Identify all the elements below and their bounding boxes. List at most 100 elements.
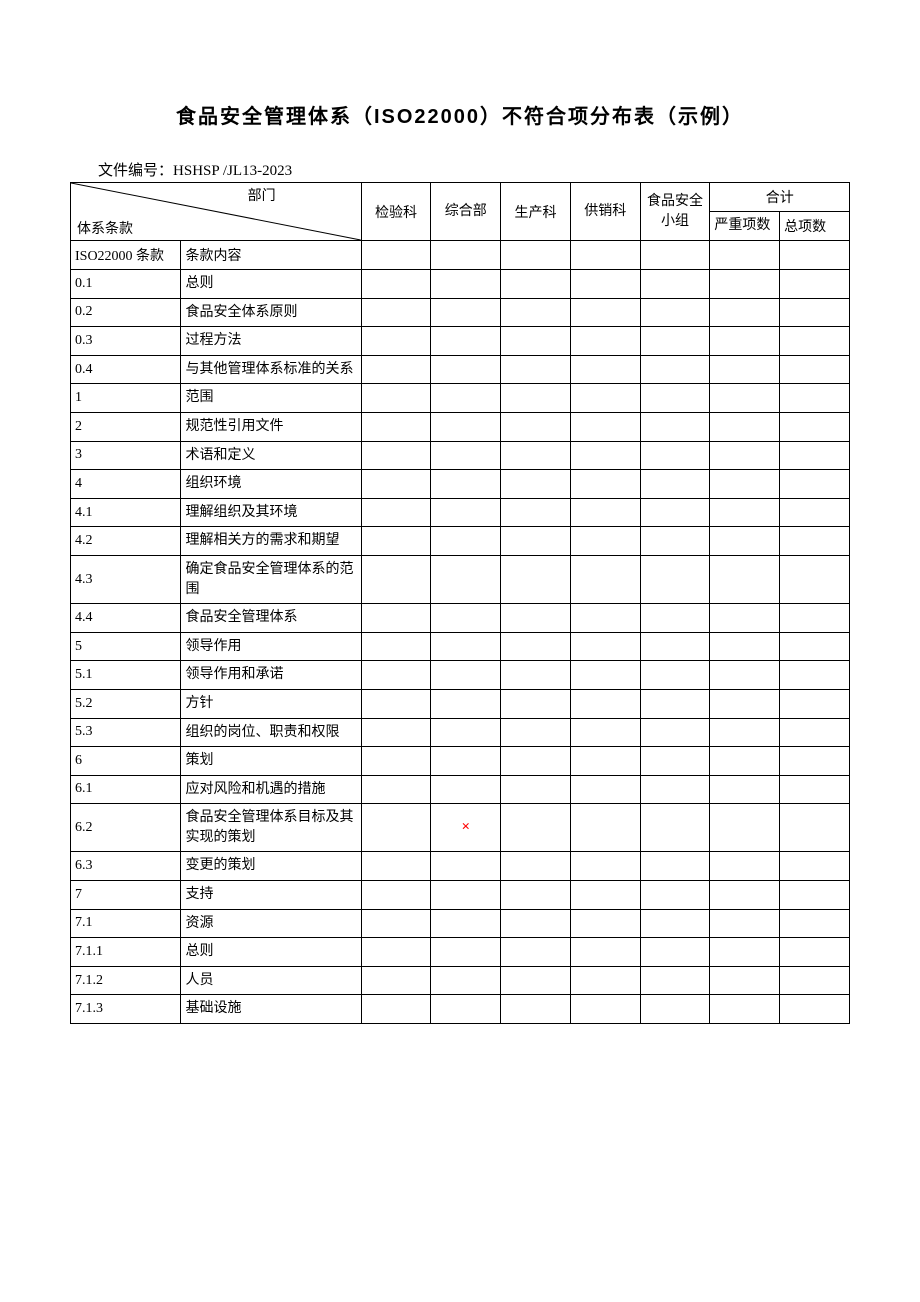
- data-cell: [710, 632, 780, 661]
- data-cell: [640, 632, 710, 661]
- data-cell: [361, 298, 431, 327]
- data-cell: [431, 298, 501, 327]
- data-cell: [570, 995, 640, 1024]
- table-row: 4.2理解相关方的需求和期望: [71, 527, 850, 556]
- data-cell: [710, 327, 780, 356]
- table-row: 0.2食品安全体系原则: [71, 298, 850, 327]
- table-row: 5领导作用: [71, 632, 850, 661]
- data-cell: [640, 689, 710, 718]
- table-row: 2规范性引用文件: [71, 412, 850, 441]
- data-cell: [780, 555, 850, 603]
- data-cell: [361, 470, 431, 499]
- content-cell: 总则: [181, 938, 361, 967]
- data-cell: [780, 804, 850, 852]
- data-cell: [361, 355, 431, 384]
- content-column-header: 条款内容: [181, 241, 361, 270]
- data-cell: [780, 881, 850, 910]
- content-cell: 与其他管理体系标准的关系: [181, 355, 361, 384]
- data-cell: [361, 689, 431, 718]
- clause-cell: 4.1: [71, 498, 181, 527]
- data-cell: [780, 604, 850, 633]
- data-cell: [361, 718, 431, 747]
- data-cell: [780, 298, 850, 327]
- clause-cell: 0.1: [71, 270, 181, 299]
- data-cell: [501, 327, 571, 356]
- data-cell: [780, 718, 850, 747]
- data-cell: [501, 938, 571, 967]
- data-cell: [780, 747, 850, 776]
- clause-cell: 5.1: [71, 661, 181, 690]
- table-row: 6.2食品安全管理体系目标及其实现的策划×: [71, 804, 850, 852]
- data-cell: [501, 747, 571, 776]
- clause-cell: 0.2: [71, 298, 181, 327]
- data-cell: [640, 527, 710, 556]
- cell-empty: [570, 241, 640, 270]
- document-number: 文件编号：HSHSP /JL13-2023: [98, 159, 850, 180]
- table-row: 3术语和定义: [71, 441, 850, 470]
- clause-cell: 7: [71, 881, 181, 910]
- clause-cell: 4.4: [71, 604, 181, 633]
- data-cell: [640, 718, 710, 747]
- data-cell: [780, 661, 850, 690]
- content-cell: 过程方法: [181, 327, 361, 356]
- mark-cell: ×: [431, 804, 501, 852]
- data-cell: [361, 555, 431, 603]
- data-cell: [640, 747, 710, 776]
- data-cell: [361, 604, 431, 633]
- data-cell: [361, 527, 431, 556]
- table-row: 5.3组织的岗位、职责和权限: [71, 718, 850, 747]
- clause-cell: 3: [71, 441, 181, 470]
- data-cell: [431, 881, 501, 910]
- clause-cell: 7.1.3: [71, 995, 181, 1024]
- data-cell: [570, 718, 640, 747]
- data-cell: [570, 852, 640, 881]
- data-cell: [640, 909, 710, 938]
- data-cell: [361, 938, 431, 967]
- content-cell: 总则: [181, 270, 361, 299]
- data-cell: [780, 938, 850, 967]
- cell-empty: [431, 241, 501, 270]
- data-cell: [640, 470, 710, 499]
- cell-empty: [640, 241, 710, 270]
- data-cell: [570, 938, 640, 967]
- nonconformity-table: 部门 体系条款 检验科 综合部 生产科 供销科 食品安全小组 合计 严重项数 总…: [70, 182, 850, 1024]
- content-cell: 方针: [181, 689, 361, 718]
- header-total: 合计: [710, 183, 850, 212]
- table-row: 0.3过程方法: [71, 327, 850, 356]
- data-cell: [570, 298, 640, 327]
- data-cell: [780, 852, 850, 881]
- data-cell: [710, 604, 780, 633]
- data-cell: [431, 470, 501, 499]
- data-cell: [431, 604, 501, 633]
- data-cell: [570, 604, 640, 633]
- clause-cell: 4.3: [71, 555, 181, 603]
- data-cell: [361, 661, 431, 690]
- data-cell: [501, 555, 571, 603]
- table-body: 0.1总则0.2食品安全体系原则0.3过程方法0.4与其他管理体系标准的关系1范…: [71, 270, 850, 1024]
- content-cell: 应对风险和机遇的措施: [181, 775, 361, 804]
- data-cell: [431, 498, 501, 527]
- data-cell: [780, 412, 850, 441]
- content-cell: 策划: [181, 747, 361, 776]
- data-cell: [710, 938, 780, 967]
- data-cell: [710, 384, 780, 413]
- data-cell: [640, 441, 710, 470]
- data-cell: [710, 498, 780, 527]
- clause-column-header: ISO22000 条款: [71, 241, 181, 270]
- data-cell: [570, 270, 640, 299]
- data-cell: [640, 852, 710, 881]
- data-cell: [710, 470, 780, 499]
- data-cell: [361, 747, 431, 776]
- content-cell: 领导作用和承诺: [181, 661, 361, 690]
- content-cell: 规范性引用文件: [181, 412, 361, 441]
- data-cell: [570, 689, 640, 718]
- table-row: 7.1.3基础设施: [71, 995, 850, 1024]
- cell-empty: [501, 241, 571, 270]
- header-dept-2: 综合部: [431, 183, 501, 241]
- data-cell: [431, 555, 501, 603]
- data-cell: [431, 909, 501, 938]
- data-cell: [501, 632, 571, 661]
- header-dept-3: 生产科: [501, 183, 571, 241]
- data-cell: [640, 555, 710, 603]
- data-cell: [640, 355, 710, 384]
